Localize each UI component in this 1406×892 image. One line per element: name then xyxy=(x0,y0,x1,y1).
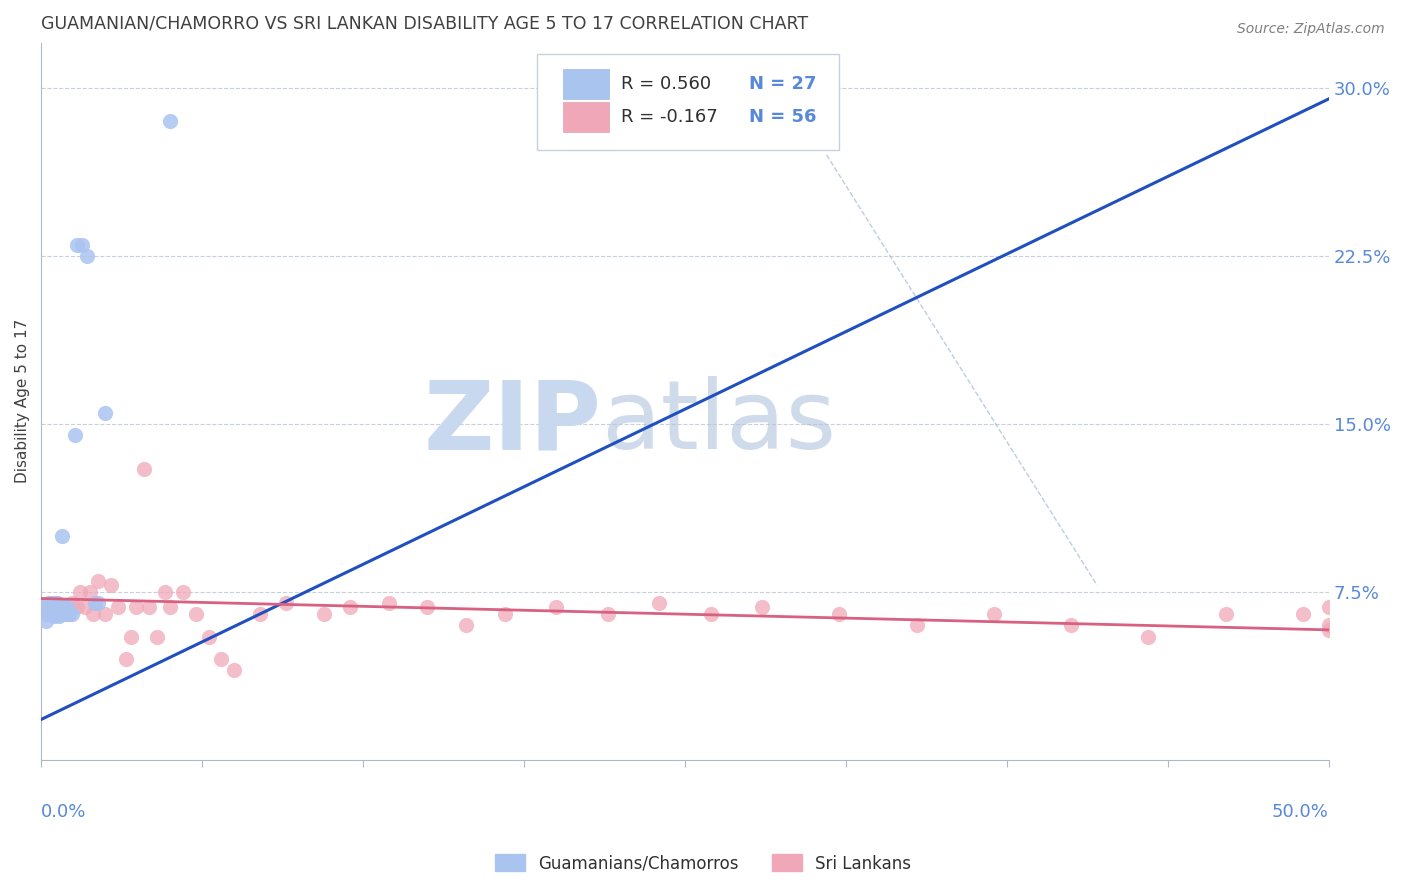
Text: 0.0%: 0.0% xyxy=(41,803,87,821)
Point xyxy=(66,237,89,252)
Point xyxy=(58,607,80,622)
FancyBboxPatch shape xyxy=(562,102,609,132)
Point xyxy=(159,114,181,128)
Point xyxy=(82,607,104,622)
Point xyxy=(416,600,439,615)
Point xyxy=(69,584,91,599)
Point xyxy=(73,600,96,615)
Point xyxy=(905,618,928,632)
Point xyxy=(209,652,232,666)
Point xyxy=(1292,607,1315,622)
Point xyxy=(153,584,176,599)
Point xyxy=(79,584,101,599)
Point xyxy=(42,596,65,610)
Point xyxy=(172,584,194,599)
Point xyxy=(596,607,619,622)
Point xyxy=(32,600,55,615)
Point xyxy=(983,607,1005,622)
Point xyxy=(41,600,63,615)
Point xyxy=(107,600,129,615)
Text: N = 27: N = 27 xyxy=(749,75,817,93)
Text: ZIP: ZIP xyxy=(423,376,602,469)
Point xyxy=(546,600,568,615)
Point xyxy=(53,600,76,615)
Point xyxy=(94,406,117,420)
Point xyxy=(87,596,110,610)
Point xyxy=(48,609,70,624)
Text: GUAMANIAN/CHAMORRO VS SRI LANKAN DISABILITY AGE 5 TO 17 CORRELATION CHART: GUAMANIAN/CHAMORRO VS SRI LANKAN DISABIL… xyxy=(41,15,808,33)
Point xyxy=(38,596,60,610)
Point xyxy=(48,600,70,615)
Point xyxy=(48,600,70,615)
Point xyxy=(60,607,83,622)
Point xyxy=(115,652,138,666)
Point xyxy=(138,600,160,615)
Point xyxy=(1317,600,1340,615)
Point xyxy=(84,596,107,610)
Point xyxy=(1060,618,1083,632)
Point xyxy=(339,600,361,615)
Point xyxy=(699,607,721,622)
Point xyxy=(274,596,297,610)
Point xyxy=(184,607,207,622)
Point xyxy=(38,607,60,622)
Point xyxy=(42,607,65,622)
Point xyxy=(159,600,181,615)
Point xyxy=(314,607,336,622)
Point xyxy=(56,607,79,622)
Point xyxy=(76,249,98,263)
Point xyxy=(41,607,63,622)
Text: Source: ZipAtlas.com: Source: ZipAtlas.com xyxy=(1237,22,1385,37)
Point xyxy=(454,618,477,632)
Point xyxy=(72,237,94,252)
Point xyxy=(134,461,156,475)
Point xyxy=(125,600,148,615)
Point xyxy=(38,596,60,610)
Point xyxy=(648,596,671,610)
Point xyxy=(751,600,773,615)
Point xyxy=(100,578,122,592)
Point xyxy=(378,596,401,610)
Point xyxy=(56,607,79,622)
Point xyxy=(1215,607,1237,622)
Point xyxy=(249,607,271,622)
Point xyxy=(224,663,246,677)
Text: N = 56: N = 56 xyxy=(749,108,817,126)
Point xyxy=(32,600,55,615)
Point xyxy=(35,614,58,628)
Point xyxy=(35,607,58,622)
Point xyxy=(87,574,110,588)
Point xyxy=(51,529,73,543)
Point xyxy=(1317,623,1340,637)
Point xyxy=(94,607,117,622)
Point xyxy=(51,607,73,622)
Point xyxy=(494,607,516,622)
Point xyxy=(45,596,67,610)
Text: atlas: atlas xyxy=(602,376,837,469)
Point xyxy=(66,600,89,615)
Legend: Guamanians/Chamorros, Sri Lankans: Guamanians/Chamorros, Sri Lankans xyxy=(488,847,918,880)
Point xyxy=(53,600,76,615)
Point xyxy=(828,607,851,622)
Point xyxy=(42,609,65,624)
Text: R = -0.167: R = -0.167 xyxy=(620,108,717,126)
Point xyxy=(1137,630,1160,644)
Point xyxy=(45,607,67,622)
Y-axis label: Disability Age 5 to 17: Disability Age 5 to 17 xyxy=(15,319,30,483)
Text: R = 0.560: R = 0.560 xyxy=(620,75,710,93)
FancyBboxPatch shape xyxy=(537,54,839,151)
FancyBboxPatch shape xyxy=(562,69,609,99)
Text: 50.0%: 50.0% xyxy=(1272,803,1329,821)
Point xyxy=(45,596,67,610)
Point xyxy=(56,600,79,615)
Point xyxy=(146,630,169,644)
Point xyxy=(1317,618,1340,632)
Point xyxy=(197,630,219,644)
Point xyxy=(60,596,83,610)
Point xyxy=(120,630,142,644)
Point xyxy=(51,607,73,622)
Point xyxy=(63,428,86,442)
Point xyxy=(41,600,63,615)
